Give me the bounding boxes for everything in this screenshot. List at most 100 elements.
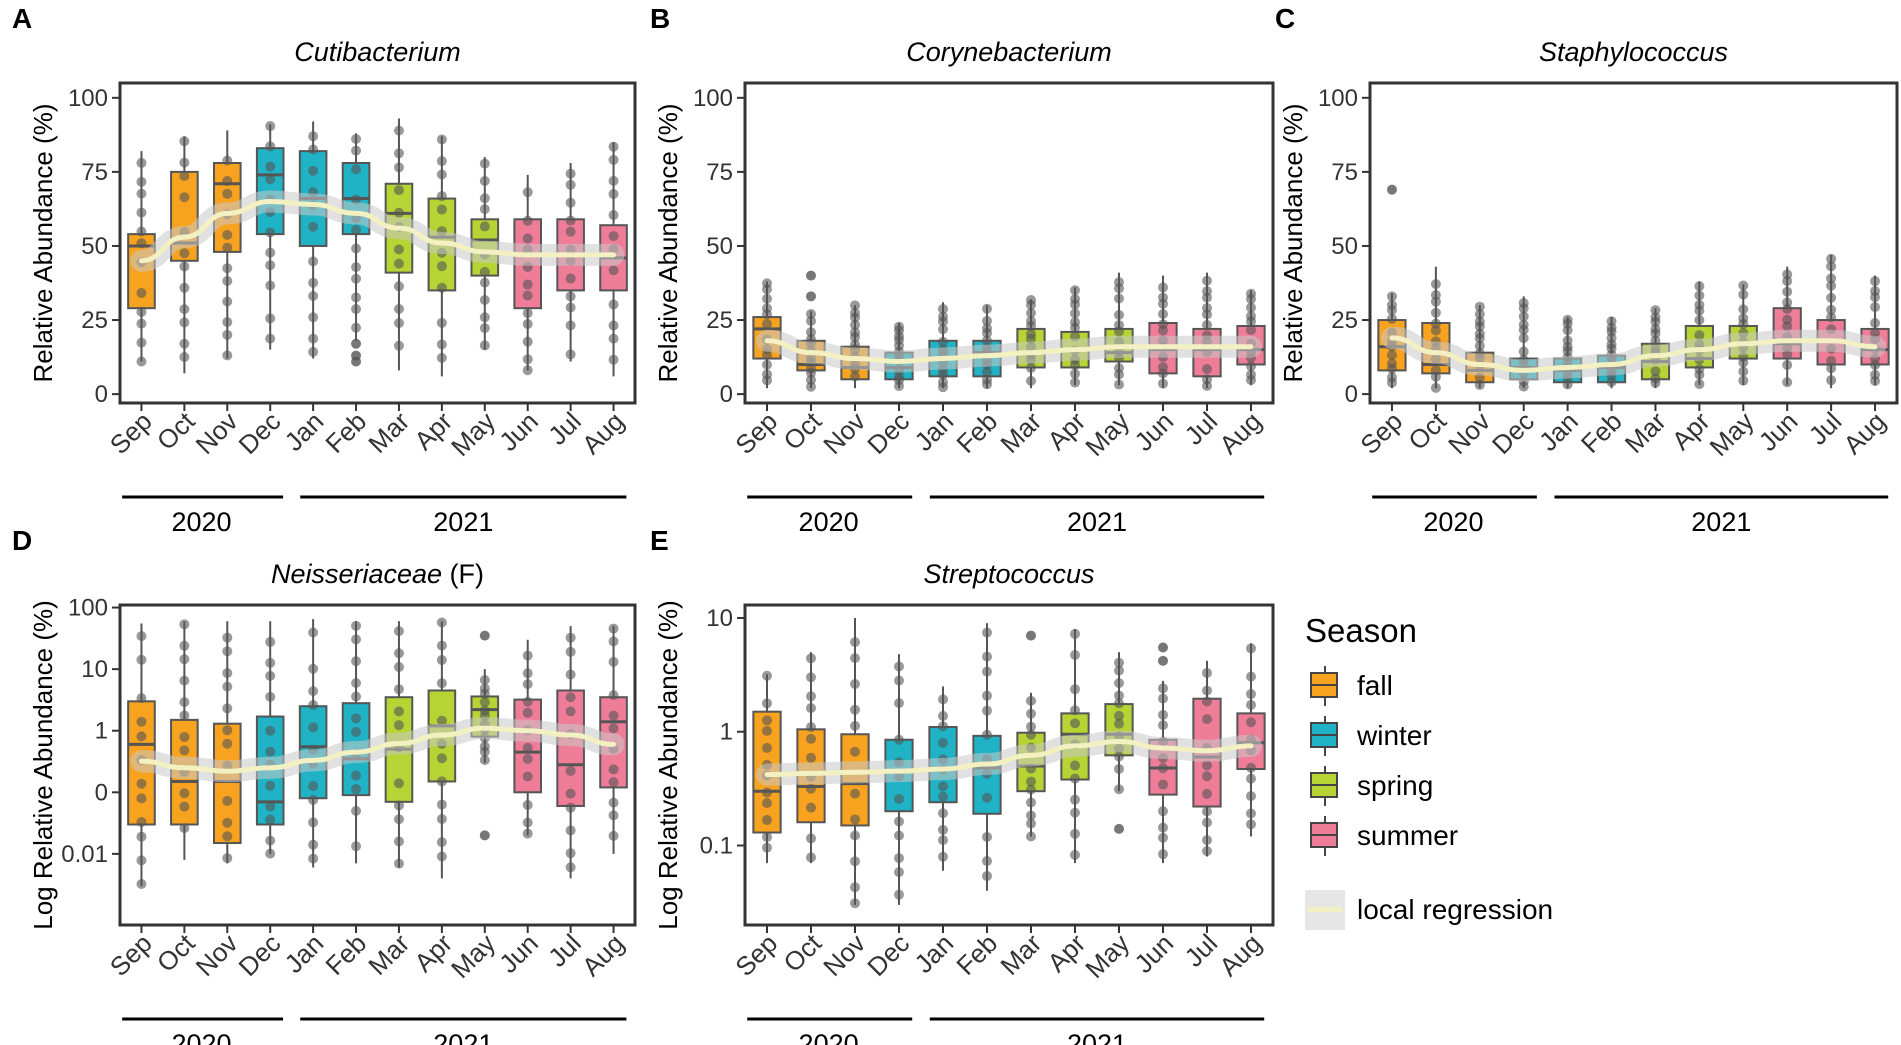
data-point — [565, 215, 576, 226]
data-point — [982, 831, 992, 842]
x-tick-label-Oct: Oct — [777, 927, 827, 977]
data-point — [1158, 368, 1168, 379]
data-point — [608, 231, 619, 242]
data-point — [1518, 381, 1529, 392]
data-point — [393, 258, 404, 269]
y-axis-label: Log Relative Abundance (%) — [653, 600, 683, 930]
data-point — [894, 375, 904, 386]
data-point — [608, 764, 619, 775]
data-point — [222, 632, 233, 643]
data-point — [522, 319, 533, 330]
data-point — [982, 792, 992, 803]
data-point — [1870, 359, 1881, 370]
data-point — [806, 672, 816, 683]
data-point — [308, 333, 319, 344]
data-point — [565, 302, 576, 313]
data-point — [894, 889, 904, 900]
data-point — [351, 164, 362, 175]
data-point — [479, 277, 490, 288]
data-point — [222, 703, 233, 714]
panel-border — [118, 81, 637, 405]
data-point — [1202, 788, 1212, 799]
data-point — [436, 678, 447, 689]
data-point — [938, 382, 948, 393]
year-label-2020: 2020 — [799, 507, 859, 537]
data-point — [179, 697, 190, 708]
data-point — [1070, 794, 1080, 805]
data-point — [522, 707, 533, 718]
y-tick-label: 100 — [693, 85, 733, 112]
legend-label-summer: summer — [1357, 820, 1459, 851]
y-tick-label: 0 — [720, 381, 733, 408]
data-point — [393, 836, 404, 847]
data-point — [436, 837, 447, 848]
data-point — [522, 668, 533, 679]
y-tick-label: 75 — [706, 159, 733, 186]
data-point — [436, 813, 447, 824]
x-tick-label-Jul: Jul — [1179, 928, 1224, 973]
data-point — [1694, 305, 1705, 316]
data-point — [1606, 326, 1617, 337]
y-tick-label: 75 — [1331, 159, 1358, 186]
data-point — [522, 290, 533, 301]
data-point — [1114, 665, 1124, 676]
x-tick-label-Jun: Jun — [493, 928, 544, 979]
data-point — [351, 713, 362, 724]
data-point — [1158, 720, 1168, 731]
x-tick-label-Aug: Aug — [1213, 928, 1267, 982]
data-point — [351, 634, 362, 645]
data-point — [222, 738, 233, 749]
data-point — [522, 771, 533, 782]
data-point — [1870, 292, 1881, 303]
data-point — [308, 346, 319, 357]
data-point — [608, 830, 619, 841]
data-point — [1738, 375, 1749, 386]
data-point — [308, 165, 319, 176]
data-point — [1246, 689, 1256, 700]
data-point — [1386, 377, 1397, 388]
data-point — [894, 698, 904, 709]
data-point — [762, 725, 772, 736]
data-point — [479, 340, 490, 351]
x-tick-label-Aug: Aug — [1837, 406, 1891, 460]
data-point — [308, 144, 319, 155]
data-point — [1026, 784, 1036, 795]
data-point — [1386, 363, 1397, 374]
x-tick-label-May: May — [445, 928, 501, 984]
smooth-line — [138, 199, 617, 264]
data-point — [565, 765, 576, 776]
data-point — [1650, 366, 1661, 377]
data-point — [982, 379, 992, 390]
data-point — [1026, 729, 1036, 740]
data-point — [1694, 281, 1705, 292]
data-point — [1694, 369, 1705, 380]
data-point — [308, 627, 319, 638]
y-tick-label: 0.01 — [61, 841, 108, 868]
data-point — [308, 131, 319, 142]
legend-label-winter: winter — [1357, 720, 1432, 751]
data-point — [1246, 808, 1256, 819]
data-point — [179, 338, 190, 349]
data-point — [265, 814, 276, 825]
data-point — [565, 632, 576, 643]
data-point — [265, 313, 276, 324]
data-point — [1202, 760, 1212, 771]
data-point — [1694, 290, 1705, 301]
x-tick-label-Sep: Sep — [104, 406, 158, 460]
data-point — [982, 856, 992, 867]
data-point — [393, 720, 404, 731]
x-tick-label-Oct: Oct — [151, 405, 201, 455]
data-point — [894, 734, 904, 745]
year-label-2021: 2021 — [433, 507, 493, 537]
data-point — [894, 853, 904, 864]
data-point — [1246, 671, 1256, 682]
data-point — [1026, 831, 1036, 842]
data-point — [608, 710, 619, 721]
data-point — [1158, 849, 1168, 860]
data-point — [1114, 309, 1124, 320]
data-point — [938, 851, 948, 862]
data-point — [393, 684, 404, 695]
x-tick-label-Feb: Feb — [1575, 406, 1628, 459]
data-point — [393, 303, 404, 314]
data-point — [1246, 791, 1256, 802]
